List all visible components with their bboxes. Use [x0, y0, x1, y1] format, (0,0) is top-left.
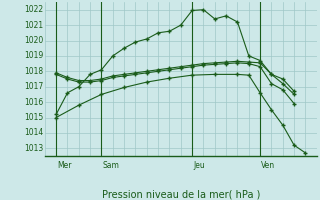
Text: 1019: 1019 [24, 51, 43, 60]
Text: 1020: 1020 [24, 36, 43, 45]
Text: Jeu: Jeu [193, 161, 205, 170]
Text: 1015: 1015 [24, 113, 43, 122]
Text: 1014: 1014 [24, 128, 43, 137]
Text: Ven: Ven [261, 161, 276, 170]
Text: 1013: 1013 [24, 144, 43, 153]
Text: Mer: Mer [57, 161, 72, 170]
Text: 1018: 1018 [24, 67, 43, 76]
Text: 1022: 1022 [24, 5, 43, 14]
Text: 1016: 1016 [24, 98, 43, 107]
Text: 1017: 1017 [24, 82, 43, 91]
Text: 1021: 1021 [24, 21, 43, 30]
Text: Sam: Sam [103, 161, 119, 170]
Text: Pression niveau de la mer( hPa ): Pression niveau de la mer( hPa ) [102, 190, 260, 200]
